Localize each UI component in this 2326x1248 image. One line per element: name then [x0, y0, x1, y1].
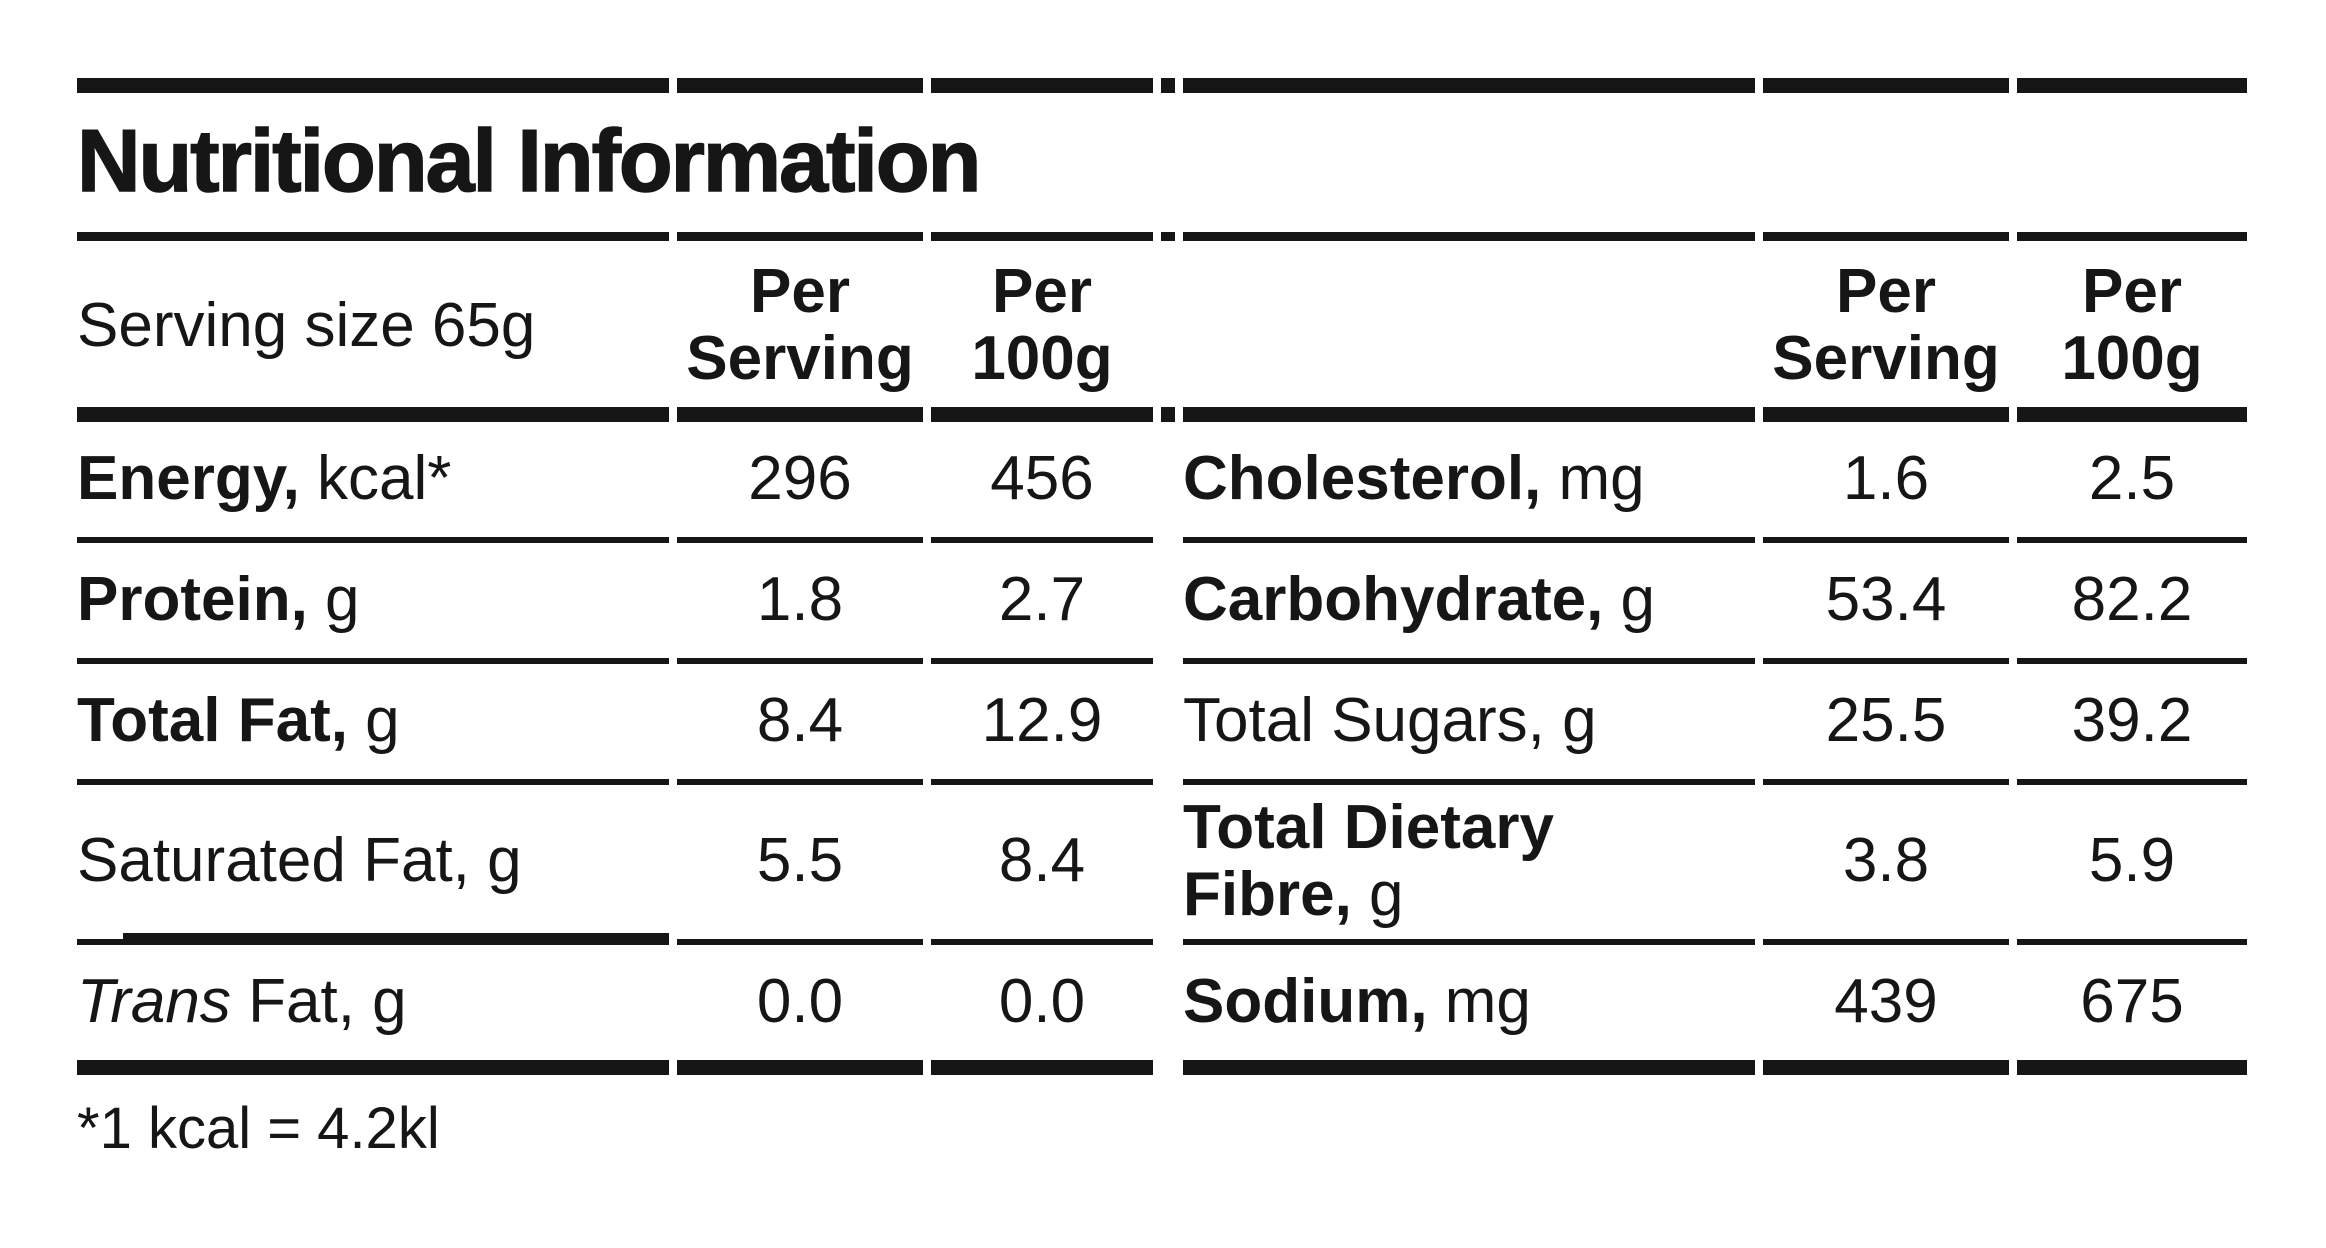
title-rule-segment — [1763, 232, 2009, 242]
table-row: Total Fat, g 8.4 12.9 Total Sugars, g 25… — [77, 664, 2247, 785]
value-per-100g: 0.0 — [931, 945, 1153, 1075]
value-per-100g: 2.7 — [931, 543, 1153, 664]
row-label-saturated-fat: Saturated Fat, g — [77, 784, 669, 945]
table-row: Saturated Fat, g 5.5 8.4 Total Dietary F… — [77, 784, 2247, 945]
top-bar-segment — [1183, 78, 1755, 93]
column-gap — [1161, 241, 1175, 422]
value-per-serving: 53.4 — [1763, 543, 2009, 664]
table-row: Energy, kcal* 296 456 Cholesterol, mg 1.… — [77, 422, 2247, 543]
column-gap — [1161, 945, 1175, 1075]
top-bar-segment — [677, 78, 923, 93]
value-per-100g: 12.9 — [931, 664, 1153, 785]
col-header-per-serving-left: Per Serving — [677, 241, 923, 422]
top-bar-segment — [2017, 78, 2247, 93]
value-per-100g: 39.2 — [2017, 664, 2247, 785]
value-per-serving: 5.5 — [677, 785, 923, 945]
column-gap — [1161, 785, 1175, 945]
col-header-per-serving-right: Per Serving — [1763, 241, 2009, 422]
serving-size-label: Serving size 65g — [77, 241, 669, 422]
kcal-conversion-footnote: *1 kcal = 4.2kl — [77, 1096, 440, 1161]
col-header-per-100g-left: Per 100g — [931, 241, 1153, 422]
value-per-serving: 1.8 — [677, 543, 923, 664]
column-gap — [1161, 664, 1175, 785]
row-label-sodium: Sodium, mg — [1183, 945, 1755, 1075]
value-per-100g: 675 — [2017, 945, 2247, 1075]
right-header-spacer — [1183, 241, 1755, 422]
title-row: Nutritional Information — [76, 93, 2247, 232]
value-per-serving: 0.0 — [677, 945, 923, 1075]
row-label-dietary-fibre: Total Dietary Fibre, g — [1183, 785, 1755, 945]
value-per-serving: 1.6 — [1763, 422, 2009, 543]
title-rule-segment — [77, 232, 669, 242]
row-label-carbohydrate: Carbohydrate, g — [1183, 543, 1755, 664]
value-per-serving: 439 — [1763, 945, 2009, 1075]
column-gap — [1161, 422, 1175, 543]
row-label-cholesterol: Cholesterol, mg — [1183, 422, 1755, 543]
value-per-serving: 296 — [677, 422, 923, 543]
value-per-100g: 5.9 — [2017, 785, 2247, 945]
table-row: Protein, g 1.8 2.7 Carbohydrate, g 53.4 … — [77, 543, 2247, 664]
value-per-100g: 456 — [931, 422, 1153, 543]
column-gap — [1161, 543, 1175, 664]
top-bar-segment — [1763, 78, 2009, 93]
value-per-100g: 8.4 — [931, 785, 1153, 945]
value-per-serving: 8.4 — [677, 664, 923, 785]
page-title: Nutritional Information — [76, 111, 982, 210]
value-per-100g: 82.2 — [2017, 543, 2247, 664]
top-bar-segment — [931, 78, 1153, 93]
title-rule-segment — [931, 232, 1153, 242]
value-per-serving: 25.5 — [1763, 664, 2009, 785]
value-per-serving: 3.8 — [1763, 785, 2009, 945]
top-bar-segment — [77, 78, 669, 93]
row-label-protein: Protein, g — [77, 543, 669, 664]
row-label-total-sugars: Total Sugars, g — [1183, 664, 1755, 785]
col-header-per-100g-right: Per 100g — [2017, 241, 2247, 422]
column-header-row: Serving size 65g Per Serving Per 100g Pe… — [77, 241, 2247, 422]
top-bar-segment — [1161, 78, 1175, 93]
row-label-trans-fat: Trans Fat, g — [77, 945, 669, 1075]
row-label-energy: Energy, kcal* — [77, 422, 669, 543]
top-bar — [77, 78, 2247, 93]
row-label-total-fat: Total Fat, g — [77, 664, 669, 785]
title-rule-segment — [677, 232, 923, 242]
table-row: Trans Fat, g 0.0 0.0 Sodium, mg 439 675 — [77, 945, 2247, 1075]
value-per-100g: 2.5 — [2017, 422, 2247, 543]
title-cell: Nutritional Information — [76, 93, 2247, 232]
nutrition-table: Nutritional Information Serving size 65g… — [69, 78, 2255, 1075]
title-rule-segment — [1161, 232, 1175, 242]
title-rule-segment — [1183, 232, 1755, 242]
title-rule-segment — [2017, 232, 2247, 242]
title-rule — [77, 232, 2247, 242]
